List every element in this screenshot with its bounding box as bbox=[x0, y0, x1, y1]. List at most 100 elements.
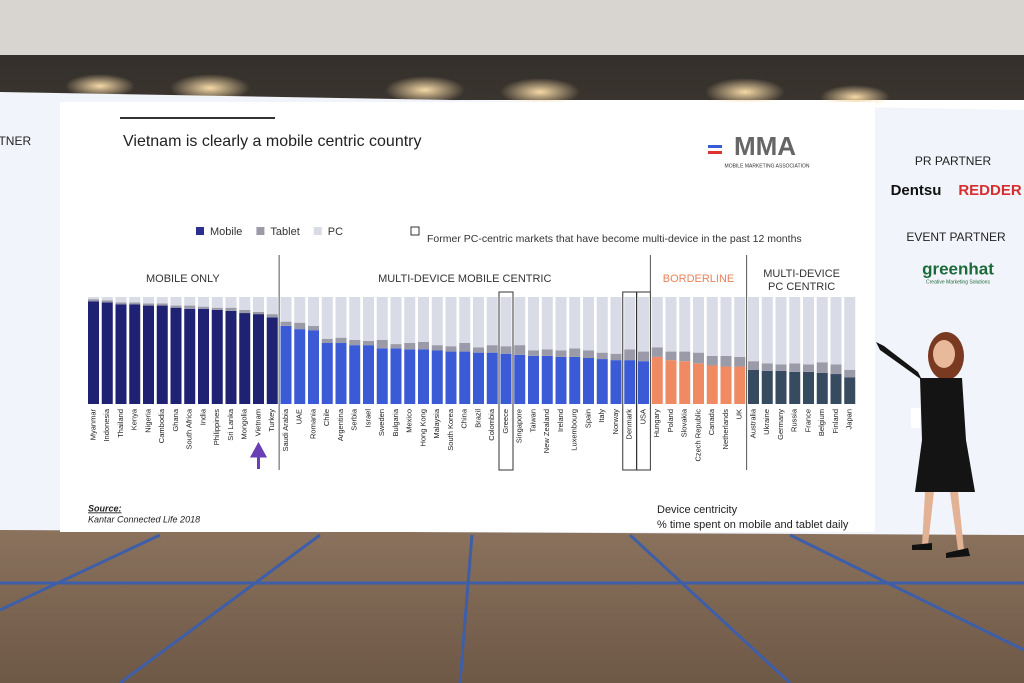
x-tick-label: Cambodia bbox=[157, 408, 166, 443]
bar-segment bbox=[184, 305, 196, 309]
bar-segment bbox=[830, 364, 842, 375]
bar-segment bbox=[459, 297, 471, 344]
x-tick-label: Hong Kong bbox=[418, 409, 427, 447]
bar-segment bbox=[541, 355, 553, 404]
bar-segment bbox=[555, 356, 567, 404]
bar-segment bbox=[651, 297, 663, 348]
bar-segment bbox=[294, 329, 306, 404]
pr-heading: PR PARTNER bbox=[915, 154, 992, 168]
bar-segment bbox=[363, 297, 374, 341]
bar-segment bbox=[143, 297, 154, 304]
bar-segment bbox=[266, 297, 278, 315]
bar-segment bbox=[88, 301, 99, 404]
x-tick-label: South Africa bbox=[185, 408, 194, 449]
event-tagline: Creative Marketing Solutions bbox=[926, 279, 990, 285]
bar-segment bbox=[459, 351, 471, 404]
bar-segment bbox=[816, 297, 828, 363]
bar-segment bbox=[789, 363, 801, 372]
bar-segment bbox=[720, 366, 732, 404]
x-tick-label: China bbox=[460, 408, 469, 428]
bar-segment bbox=[803, 364, 814, 372]
x-tick-label: Brazil bbox=[473, 409, 482, 428]
bar-segment bbox=[569, 297, 581, 349]
bar-segment bbox=[198, 306, 209, 309]
bar-segment bbox=[473, 347, 484, 353]
x-tick-label: Vietnam bbox=[253, 409, 262, 436]
bar-segment bbox=[431, 350, 443, 404]
source-label: Source: bbox=[88, 503, 122, 513]
legend-box-swatch bbox=[410, 226, 420, 236]
bar-segment bbox=[844, 297, 856, 370]
legend-swatch bbox=[313, 227, 322, 235]
logo-tagline: MOBILE MARKETING ASSOCIATION bbox=[725, 163, 810, 169]
bar-segment bbox=[390, 348, 402, 404]
x-tick-label: Sri Lanka bbox=[226, 408, 235, 441]
bar-segment bbox=[198, 297, 209, 307]
bar-segment bbox=[706, 297, 718, 356]
bar-segment bbox=[445, 346, 457, 352]
x-tick-label: Norway bbox=[611, 409, 620, 435]
bar-segment bbox=[734, 297, 746, 357]
bar-segment bbox=[239, 297, 251, 310]
bar-segment bbox=[349, 297, 361, 340]
bar-segment bbox=[486, 352, 498, 404]
group-label: PC CENTRIC bbox=[768, 281, 835, 293]
x-tick-label: Indonesia bbox=[102, 408, 111, 441]
bar-segment bbox=[583, 297, 594, 351]
bar-segment bbox=[418, 349, 429, 404]
x-tick-label: Italy bbox=[597, 409, 606, 423]
bar-segment bbox=[129, 304, 141, 404]
mma-logo: MMA MOBILE MARKETING ASSOCIATION bbox=[708, 131, 810, 169]
bar-segment bbox=[404, 297, 416, 344]
bar-segment bbox=[211, 297, 223, 308]
bar-segment bbox=[541, 349, 553, 356]
x-tick-label: Malaysia bbox=[432, 408, 441, 438]
legend-label: Mobile bbox=[210, 226, 242, 238]
bar-segment bbox=[225, 307, 237, 311]
x-tick-label: Nigeria bbox=[143, 408, 152, 433]
bar-segment bbox=[775, 364, 787, 371]
bar-segment bbox=[363, 345, 374, 404]
bar-segment bbox=[610, 360, 622, 404]
bar-segment bbox=[294, 297, 306, 323]
bar-segment bbox=[624, 360, 636, 404]
bar-segment bbox=[239, 309, 251, 314]
x-tick-label: Hungary bbox=[652, 409, 661, 438]
bar-segment bbox=[390, 297, 402, 345]
bar-segment bbox=[253, 314, 264, 404]
bar-segment bbox=[596, 297, 608, 353]
group-label: MOBILE ONLY bbox=[146, 273, 220, 285]
bar-segment bbox=[679, 297, 691, 352]
bar-segment bbox=[445, 297, 457, 347]
x-tick-label: Australia bbox=[748, 408, 757, 438]
bar-segment bbox=[720, 297, 732, 356]
bar-segment bbox=[129, 297, 141, 303]
bar-segment bbox=[280, 321, 292, 326]
x-tick-label: Israel bbox=[363, 409, 372, 428]
bar-segment bbox=[115, 297, 127, 303]
bar-segment bbox=[679, 351, 691, 362]
bar-segment bbox=[156, 297, 168, 304]
bar-segment bbox=[844, 369, 856, 378]
bar-segment bbox=[555, 350, 567, 357]
bar-segment bbox=[321, 297, 333, 339]
bar-segment bbox=[844, 377, 856, 404]
bar-segment bbox=[528, 350, 539, 356]
bar-segment bbox=[638, 297, 649, 352]
legend-label: Tablet bbox=[270, 226, 299, 238]
bar-segment bbox=[500, 346, 512, 354]
bar-segment bbox=[473, 297, 484, 348]
x-tick-label: UAE bbox=[295, 409, 304, 424]
bar-segment bbox=[514, 354, 526, 404]
ceiling-panel bbox=[0, 0, 1024, 55]
highlight-arrow bbox=[249, 441, 268, 469]
bar-segment bbox=[101, 302, 113, 404]
x-tick-label: Russia bbox=[790, 408, 799, 432]
x-tick-label: Sweden bbox=[377, 409, 386, 436]
bar-segment bbox=[101, 297, 113, 301]
x-tick-label: Spain bbox=[583, 409, 592, 428]
floor-lines bbox=[0, 533, 1024, 683]
group-label: BORDERLINE bbox=[663, 273, 735, 285]
bar-segment bbox=[624, 297, 636, 350]
bar-segment bbox=[665, 351, 677, 361]
